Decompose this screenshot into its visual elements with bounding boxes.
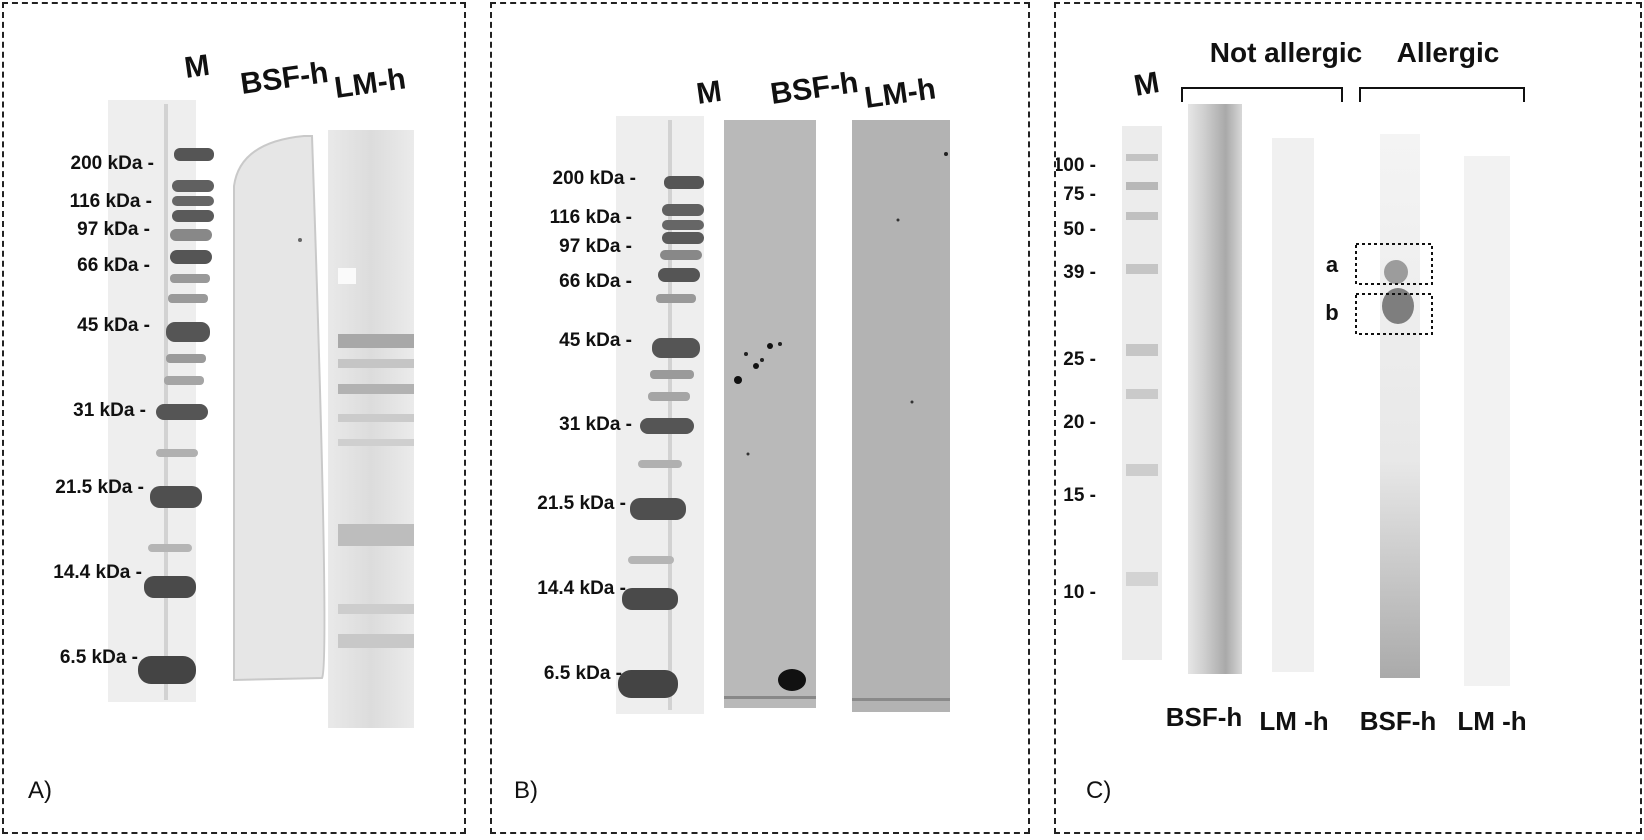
bracket-not-allergic (1181, 87, 1343, 102)
mw-label-200: 200 kDa - (553, 168, 636, 189)
lane-header-bsf-h: BSF-h (238, 56, 330, 101)
panel-tag-b: B) (514, 777, 538, 804)
panel-a: M BSF-h LM-h (2, 2, 466, 834)
marker-band (172, 180, 214, 192)
marker-band (618, 670, 678, 698)
marker-band (650, 370, 694, 379)
mw-label-6-5: 6.5 kDa - (60, 647, 138, 668)
mw-label-15: 15 - (1063, 485, 1096, 506)
marker-band (148, 544, 192, 552)
mw-label-100: 100 - (1056, 155, 1096, 176)
marker-band (138, 656, 196, 684)
marker-band (150, 486, 202, 508)
bracket-allergic (1359, 87, 1525, 102)
marker-band (156, 404, 208, 420)
mw-label-10: 10 - (1063, 582, 1096, 603)
marker-band (144, 576, 196, 598)
marker-band (638, 460, 682, 468)
box-label-b: b (1325, 300, 1338, 325)
lane-allergic-bsf-h (1380, 134, 1420, 678)
marker-band (652, 338, 700, 358)
marker-band (658, 268, 700, 282)
marker-band (164, 376, 204, 385)
marker-band (170, 229, 212, 241)
marker-band (640, 418, 694, 434)
box-b (1355, 293, 1433, 335)
mw-label-66: 66 kDa - (77, 255, 150, 276)
mw-label-21-5: 21.5 kDa - (55, 477, 144, 498)
mw-label-66: 66 kDa - (559, 271, 632, 292)
marker-band (166, 354, 206, 363)
marker-band (656, 294, 696, 303)
lane-header-m: M (694, 75, 723, 111)
mw-label-116: 116 kDa - (550, 207, 632, 228)
group-label-allergic: Allergic (1397, 37, 1500, 68)
lm-h-lane (852, 120, 950, 712)
marker-lane (1122, 126, 1162, 660)
lane-not-allergic-bsf-h (1188, 104, 1242, 674)
marker-band (662, 232, 704, 244)
marker-band (622, 588, 678, 610)
mw-label-75: 75 - (1063, 184, 1096, 205)
lane-allergic-lm-h (1464, 156, 1510, 686)
mw-label-14-4: 14.4 kDa - (537, 578, 626, 599)
group-label-not-allergic: Not allergic (1210, 37, 1362, 68)
mw-label-45: 45 kDa - (77, 315, 150, 336)
box-label-a: a (1326, 252, 1339, 277)
marker-band (156, 449, 198, 457)
mw-label-14-4: 14.4 kDa - (53, 562, 142, 583)
marker-band (174, 148, 214, 161)
marker-lane (108, 100, 214, 702)
lane-header-bsf-h: BSF-h (768, 66, 860, 111)
mw-label-39: 39 - (1063, 262, 1096, 283)
mw-label-25: 25 - (1063, 349, 1096, 370)
mw-label-20: 20 - (1063, 412, 1096, 433)
lane-header-m: M (1131, 66, 1161, 103)
marker-band (172, 196, 214, 206)
panel-tag-a: A) (28, 777, 52, 804)
lm-h-lane (328, 130, 414, 728)
bottom-label-not-allergic-bsf-h: BSF-h (1166, 702, 1243, 732)
marker-band (660, 250, 702, 260)
panel-a-gel: M BSF-h LM-h (28, 49, 414, 804)
marker-band (170, 250, 212, 264)
mw-label-45: 45 kDa - (559, 330, 632, 351)
lane-not-allergic-lm-h (1272, 138, 1314, 672)
bottom-label-allergic-lm-h: LM -h (1457, 706, 1526, 736)
lane-header-lm-h: LM-h (332, 62, 408, 105)
bsf-h-lane (233, 135, 326, 682)
panel-c: M Not allergic Allergic (1054, 2, 1642, 834)
marker-band (662, 220, 704, 230)
marker-band (664, 176, 704, 189)
mw-label-31: 31 kDa - (73, 400, 146, 421)
mw-label-50: 50 - (1063, 219, 1096, 240)
marker-band (648, 392, 690, 401)
panel-c-blot: M Not allergic Allergic (1056, 37, 1527, 804)
marker-band (662, 204, 704, 216)
panel-b: M BSF-h LM-h (490, 2, 1030, 834)
marker-band (168, 294, 208, 303)
mw-label-116: 116 kDa - (70, 191, 152, 212)
mw-label-97: 97 kDa - (77, 219, 150, 240)
mw-label-97: 97 kDa - (559, 236, 632, 257)
lane-header-m: M (182, 49, 211, 85)
box-a (1355, 243, 1433, 285)
bottom-label-not-allergic-lm-h: LM -h (1259, 706, 1328, 736)
marker-band (170, 274, 210, 283)
mw-label-200: 200 kDa - (71, 153, 154, 174)
marker-band (630, 498, 686, 520)
bottom-label-allergic-bsf-h: BSF-h (1360, 706, 1437, 736)
bsf-h-lane (724, 120, 816, 708)
mw-label-31: 31 kDa - (559, 414, 632, 435)
mw-label-6-5: 6.5 kDa - (544, 663, 622, 684)
marker-lane (616, 116, 704, 714)
panel-tag-c: C) (1086, 777, 1111, 804)
marker-band (628, 556, 674, 564)
marker-band (166, 322, 210, 342)
panel-b-gel: M BSF-h LM-h (514, 66, 950, 804)
marker-band (172, 210, 214, 222)
lane-header-lm-h: LM-h (862, 72, 938, 115)
mw-label-21-5: 21.5 kDa - (537, 493, 626, 514)
